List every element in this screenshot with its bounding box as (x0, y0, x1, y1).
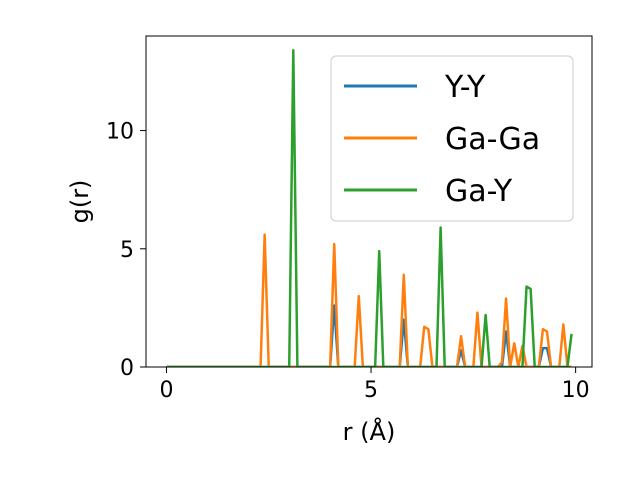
legend-label-ga-ga: Ga-Ga (445, 122, 540, 157)
legend: Y-Y Ga-Ga Ga-Y (330, 55, 574, 222)
legend-label-ga-y: Ga-Y (445, 174, 513, 209)
y-axis: 0 5 10 (106, 120, 146, 381)
series-layer (166, 48, 573, 367)
series-line-ga-y (166, 48, 573, 367)
legend-box (330, 55, 574, 222)
y-axis-label: g(r) (66, 180, 94, 224)
y-tick-label: 10 (106, 120, 134, 145)
x-axis: 0 5 10 (159, 367, 590, 403)
x-axis-label: r (Å) (343, 417, 396, 446)
y-tick-label: 5 (120, 238, 134, 263)
y-tick-label: 0 (120, 356, 134, 381)
x-tick-label: 0 (159, 378, 173, 403)
x-tick-label: 10 (562, 378, 590, 403)
plot-frame (145, 35, 593, 368)
x-tick-label: 5 (364, 378, 378, 403)
legend-label-y-y: Y-Y (444, 70, 486, 105)
series-line-ga-ga (166, 233, 572, 367)
